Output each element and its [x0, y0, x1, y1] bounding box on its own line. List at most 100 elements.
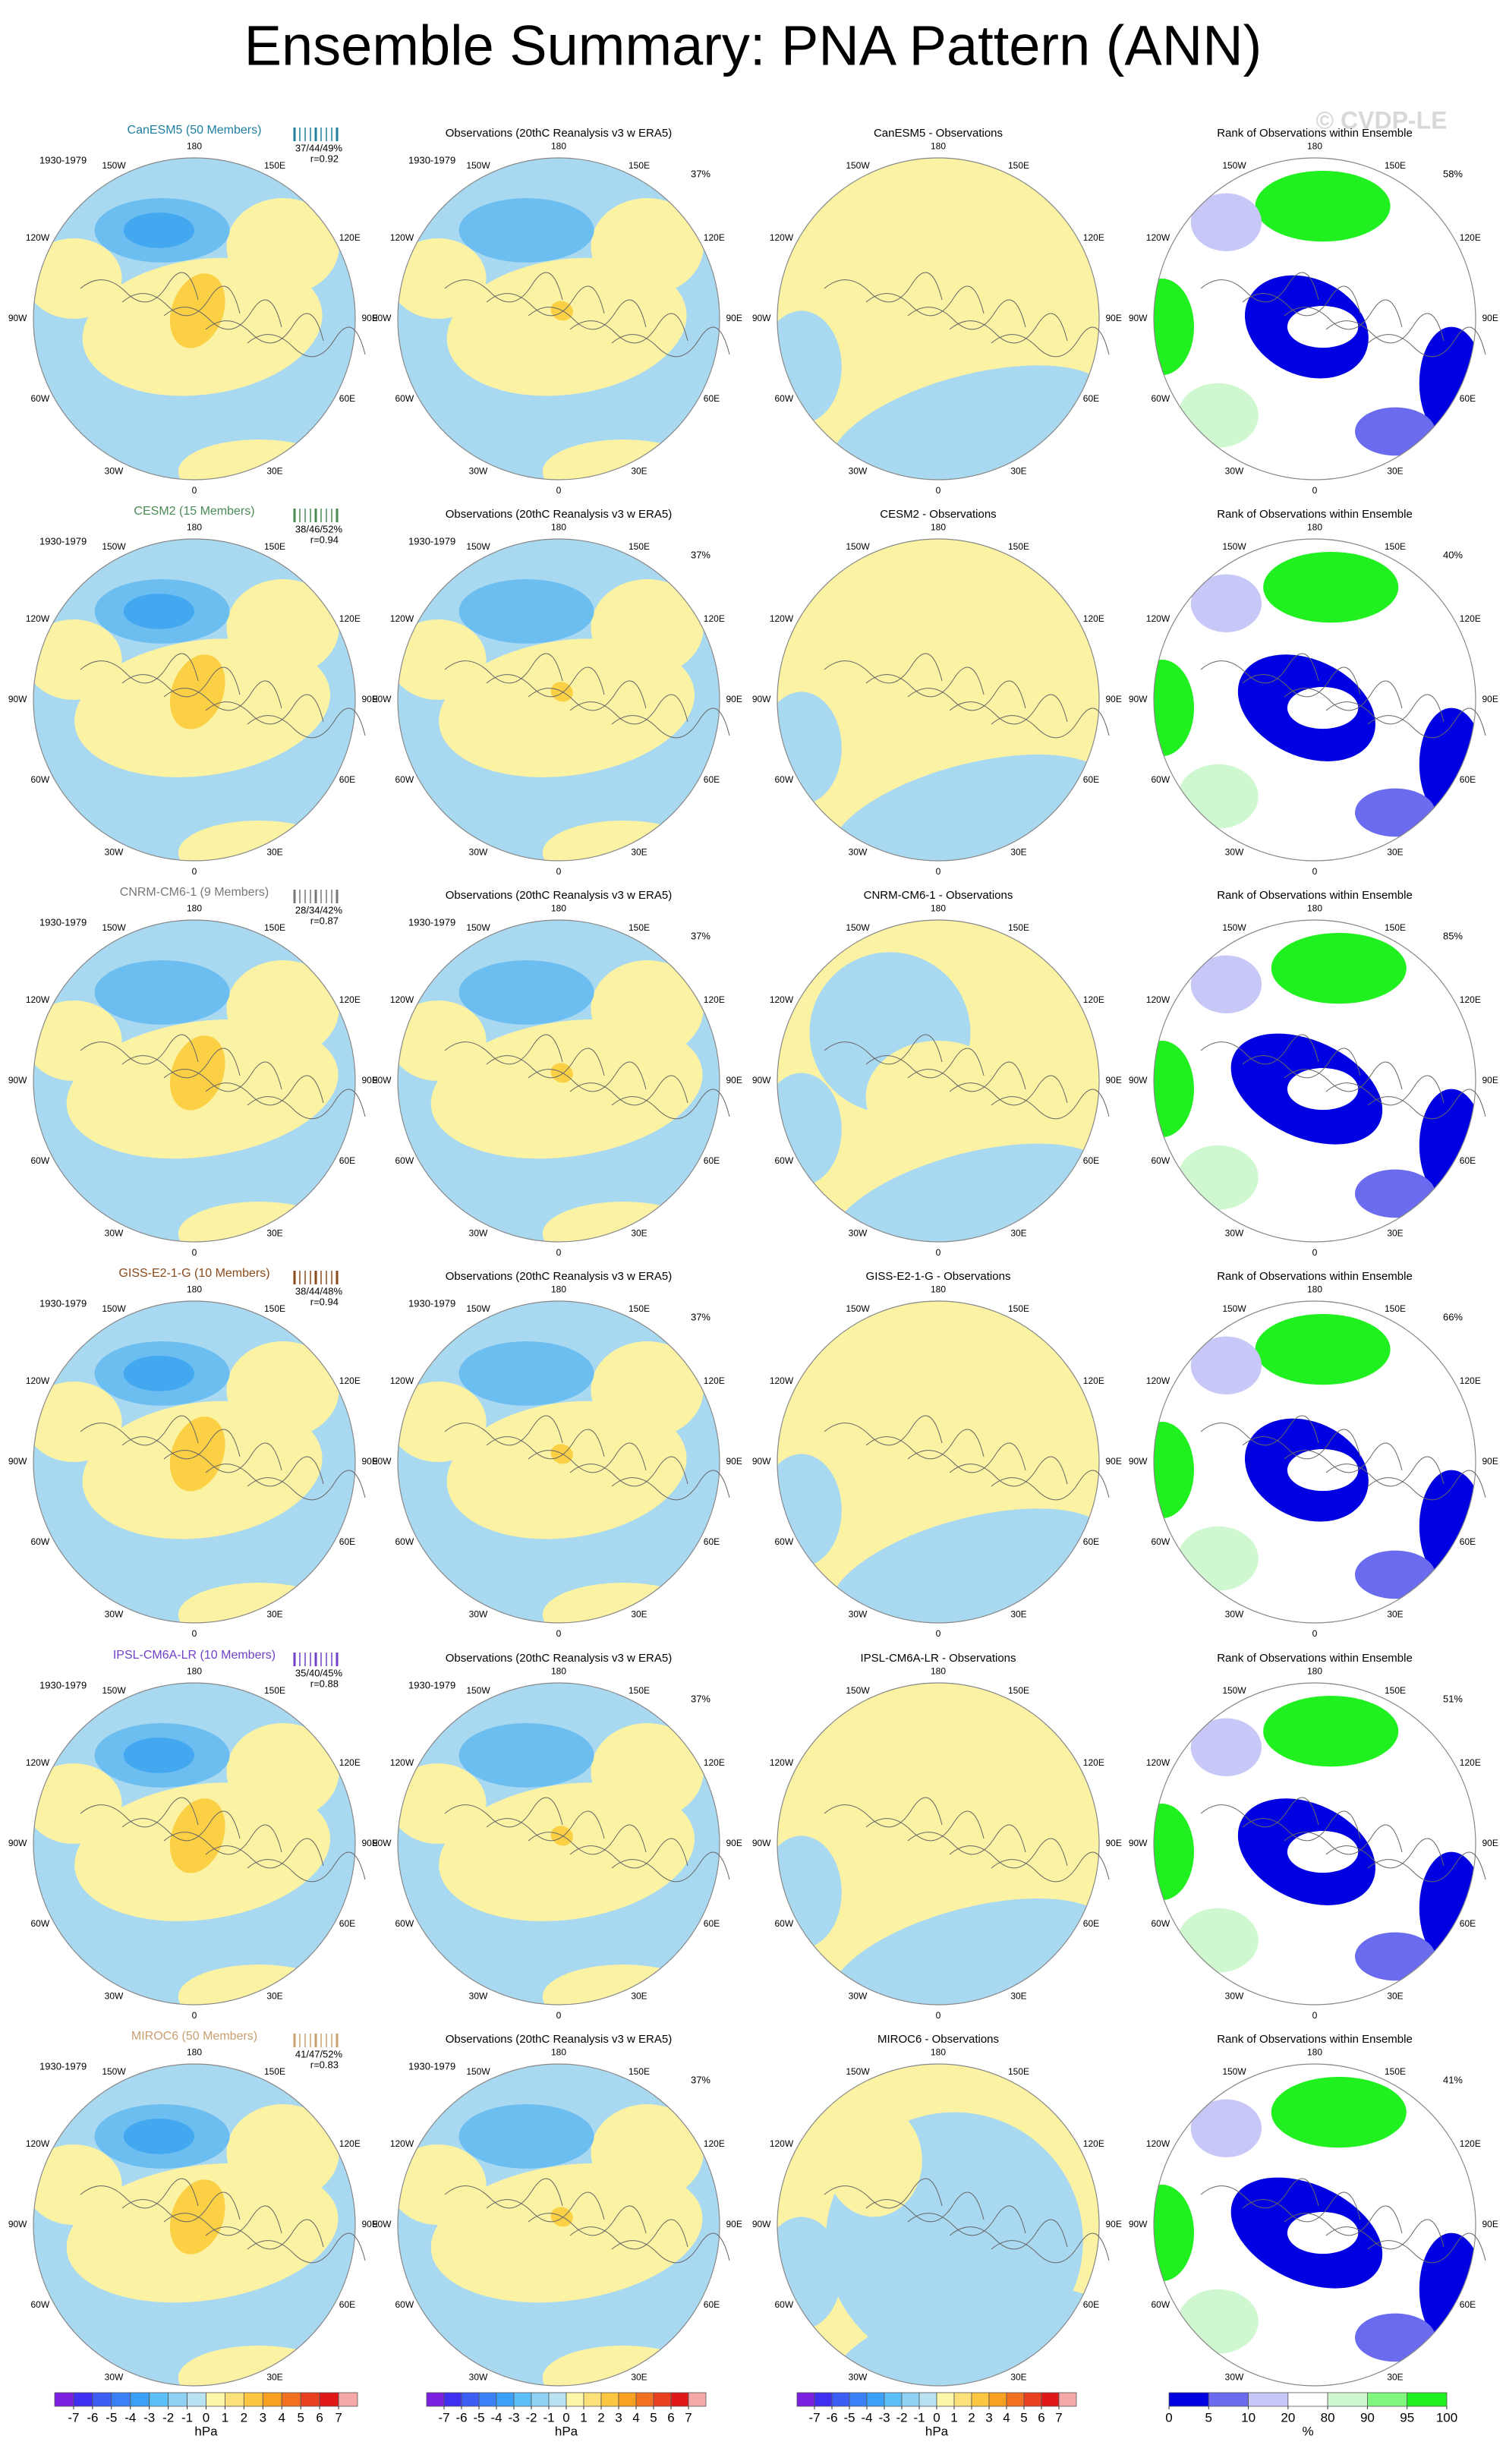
- longitude-label: 30W: [469, 466, 488, 477]
- longitude-label: 120E: [704, 994, 725, 1005]
- longitude-label: 120E: [339, 613, 361, 624]
- map-region: [94, 960, 230, 1025]
- coastline: [1367, 1851, 1486, 1883]
- colorbar-label: 95: [1400, 2410, 1414, 2425]
- colorbar-label: -6: [455, 2410, 467, 2425]
- colorbar-box: [1058, 2392, 1077, 2407]
- longitude-label: 180: [931, 1284, 946, 1294]
- coastline: [121, 2191, 241, 2223]
- coastline: [1367, 1470, 1486, 1501]
- colorbar-label: 2: [597, 2410, 604, 2425]
- longitude-label: 0: [556, 1628, 562, 1639]
- colorbar-box: [953, 2392, 972, 2407]
- map: [1154, 158, 1476, 480]
- coastline: [486, 285, 605, 317]
- longitude-label: 30E: [631, 847, 647, 858]
- longitude-label: 90E: [726, 1838, 742, 1848]
- pattern-correlation: r=0.88: [310, 1678, 339, 1689]
- pattern-stats: 41/47/52%: [295, 2048, 343, 2059]
- longitude-label: 60E: [704, 2299, 720, 2310]
- watermark: © CVDP-LE: [1316, 106, 1448, 134]
- longitude-label: 120E: [339, 994, 361, 1005]
- map-region: [458, 1723, 594, 1788]
- colorbar-box: [1168, 2392, 1209, 2407]
- map-region: [1190, 955, 1262, 1013]
- map-region: [226, 1723, 339, 1820]
- longitude-label: 120W: [26, 1375, 50, 1386]
- map-region: [542, 1202, 704, 1242]
- map: [777, 1301, 1099, 1623]
- longitude-label: 30W: [1225, 1991, 1244, 2002]
- map-border: [33, 157, 356, 481]
- coastline: [528, 299, 647, 330]
- coastline: [991, 707, 1110, 739]
- longitude-label: 90E: [1105, 313, 1121, 323]
- colorbar-box: [971, 2392, 990, 2407]
- coastline: [247, 1470, 366, 1501]
- longitude-label: 60W: [1152, 774, 1170, 785]
- coastline: [824, 1415, 943, 1446]
- longitude-label: 30E: [1387, 1609, 1403, 1620]
- longitude-label: 120E: [1083, 613, 1104, 624]
- map: [1154, 539, 1476, 861]
- longitude-label: 150W: [1222, 160, 1246, 171]
- longitude-label: 180: [931, 1665, 946, 1676]
- coastline: [611, 2232, 730, 2264]
- pattern-correlation: r=0.94: [310, 534, 339, 545]
- coastline: [163, 299, 282, 330]
- coastline: [865, 1810, 985, 1842]
- obs-title: Observations (20thC Reanalysis v3 w ERA5…: [446, 508, 672, 521]
- map-border: [397, 1300, 720, 1624]
- colorbar-label: 6: [316, 2410, 323, 2425]
- colorbar-box: [496, 2392, 515, 2407]
- coastline: [949, 694, 1068, 725]
- longitude-label: 120E: [704, 232, 725, 243]
- colorbar-box: [1006, 2392, 1025, 2407]
- colorbar-label: 5: [297, 2410, 304, 2425]
- map-region: [591, 960, 704, 1057]
- colorbar-label: 0: [1165, 2410, 1172, 2425]
- longitude-label: 60W: [31, 1155, 50, 1166]
- map-border: [33, 2063, 356, 2387]
- longitude-label: 30W: [849, 847, 868, 858]
- colorbar-label: -1: [543, 2410, 554, 2425]
- coastline: [121, 1048, 241, 1079]
- coastline: [1284, 299, 1403, 330]
- colorbar-label: 1: [950, 2410, 957, 2425]
- colorbar-label: 2: [241, 2410, 247, 2425]
- longitude-label: 0: [1312, 866, 1318, 877]
- longitude-label: 60E: [704, 1918, 720, 1929]
- map-region: [1355, 1932, 1435, 1981]
- longitude-label: 90W: [752, 313, 771, 323]
- longitude-label: 120E: [704, 613, 725, 624]
- map: [1154, 1683, 1476, 2005]
- colorbar-box: [548, 2392, 567, 2407]
- longitude-label: 120E: [339, 1757, 361, 1768]
- coastline: [569, 1075, 688, 1106]
- coastline: [991, 2232, 1110, 2264]
- longitude-label: 180: [1307, 521, 1322, 532]
- coastline: [486, 1048, 605, 1079]
- longitude-label: 60E: [1083, 774, 1099, 785]
- map-region: [123, 213, 194, 248]
- colorbar-box: [54, 2392, 74, 2407]
- colorbar-label: 4: [632, 2410, 639, 2425]
- coastline: [121, 285, 241, 317]
- map-region: [542, 1965, 704, 2005]
- longitude-label: 150W: [1222, 1303, 1246, 1314]
- longitude-label: 120W: [390, 1757, 414, 1768]
- coastline: [824, 653, 943, 684]
- longitude-label: 90E: [361, 1838, 377, 1848]
- map-border: [397, 1682, 720, 2006]
- colorbar-box: [566, 2392, 584, 2407]
- coastline: [1242, 1810, 1361, 1842]
- colorbar-box: [111, 2392, 131, 2407]
- longitude-label: 30W: [469, 2372, 488, 2383]
- coastline: [205, 694, 324, 725]
- rank-title: Rank of Observations within Ensemble: [1217, 127, 1413, 140]
- model-title: CNRM-CM6-1 (9 Members): [120, 886, 269, 899]
- longitude-label: 60W: [1152, 2299, 1170, 2310]
- colorbar-box: [1327, 2392, 1368, 2407]
- coastline: [611, 1089, 730, 1120]
- colorbar-label: 3: [615, 2410, 622, 2425]
